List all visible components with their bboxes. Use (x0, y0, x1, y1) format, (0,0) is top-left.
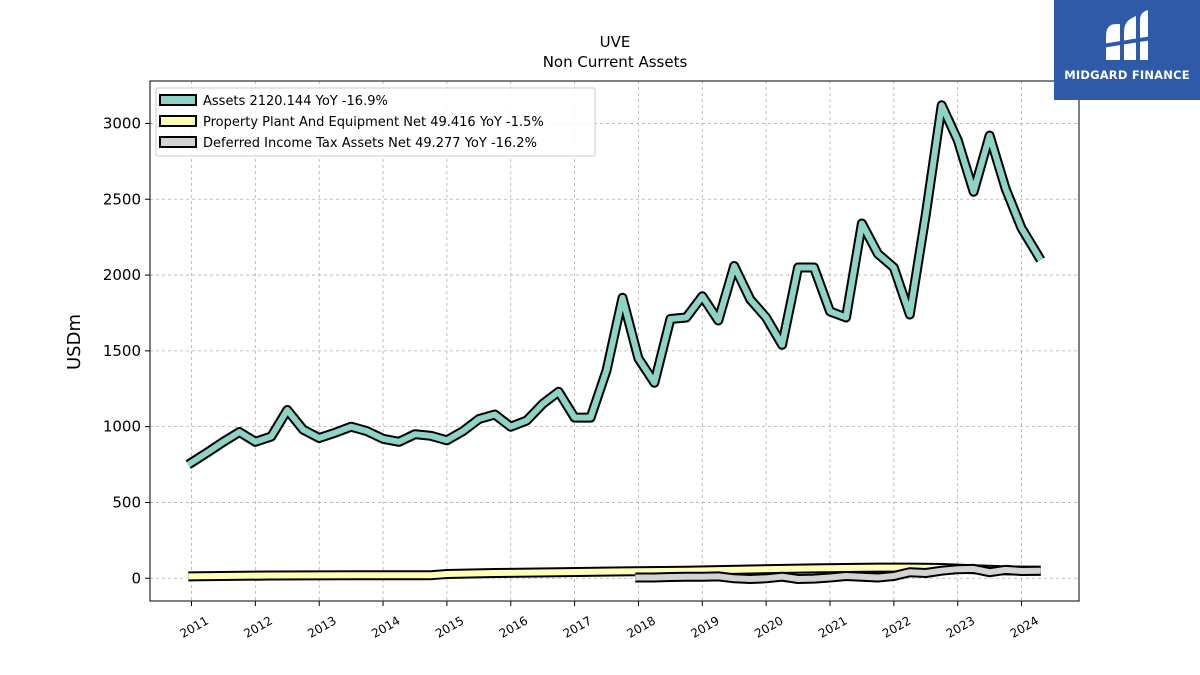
y-axis-label: USDm (64, 314, 85, 370)
chart-subtitle: Non Current Assets (543, 53, 688, 71)
y-tick-label: 2000 (103, 266, 141, 284)
x-tick-label: 2016 (497, 613, 530, 640)
series-layer (185, 100, 1045, 584)
x-tick-label: 2014 (369, 613, 402, 640)
y-axis: 0 500 1000 1500 2000 2500 3000 (103, 114, 150, 587)
midgard-logo-icon (1102, 10, 1152, 60)
x-tick-label: 2017 (561, 613, 594, 640)
legend: Assets 2120.144 YoY -16.9% Property Plant… (155, 87, 596, 157)
x-tick-label: 2022 (880, 613, 913, 640)
legend-label-1: Property Plant And Equipment Net 49.416 … (203, 115, 544, 130)
x-tick-label: 2019 (688, 613, 721, 640)
chart-title: UVE (600, 33, 631, 51)
y-tick-label: 500 (112, 493, 141, 511)
x-tick-label: 2013 (305, 613, 338, 640)
legend-label-2: Deferred Income Tax Assets Net 49.277 Yo… (203, 136, 537, 151)
series-line-2 (635, 565, 1041, 582)
y-tick-label: 1000 (103, 418, 141, 436)
legend-swatch-1 (159, 115, 197, 127)
y-tick-label: 1500 (103, 342, 141, 360)
series-line-0 (186, 102, 1044, 468)
legend-swatch-0 (159, 94, 197, 106)
y-tick-label: 3000 (103, 114, 141, 132)
legend-label-0: Assets 2120.144 YoY -16.9% (203, 94, 388, 109)
legend-swatch-2 (159, 136, 197, 148)
logo-wordmark: MIDGARD FINANCE (1064, 68, 1190, 82)
x-tick-label: 2018 (624, 613, 657, 640)
x-tick-label: 2024 (1008, 613, 1041, 640)
x-tick-label: 2021 (816, 613, 849, 640)
x-tick-label: 2012 (241, 613, 274, 640)
midgard-finance-logo: MIDGARD FINANCE (1054, 0, 1200, 100)
legend-box (155, 87, 596, 157)
x-tick-label: 2020 (752, 613, 785, 640)
x-tick-label: 2011 (178, 613, 211, 640)
x-axis: 2011 2012 2013 2014 2015 2016 2017 2018 2019 2020… (178, 601, 1041, 641)
x-tick-label: 2015 (433, 613, 466, 640)
y-tick-label: 0 (131, 569, 141, 587)
plot-frame (149, 80, 1080, 602)
x-tick-label: 2023 (944, 613, 977, 640)
y-tick-label: 2500 (103, 190, 141, 208)
